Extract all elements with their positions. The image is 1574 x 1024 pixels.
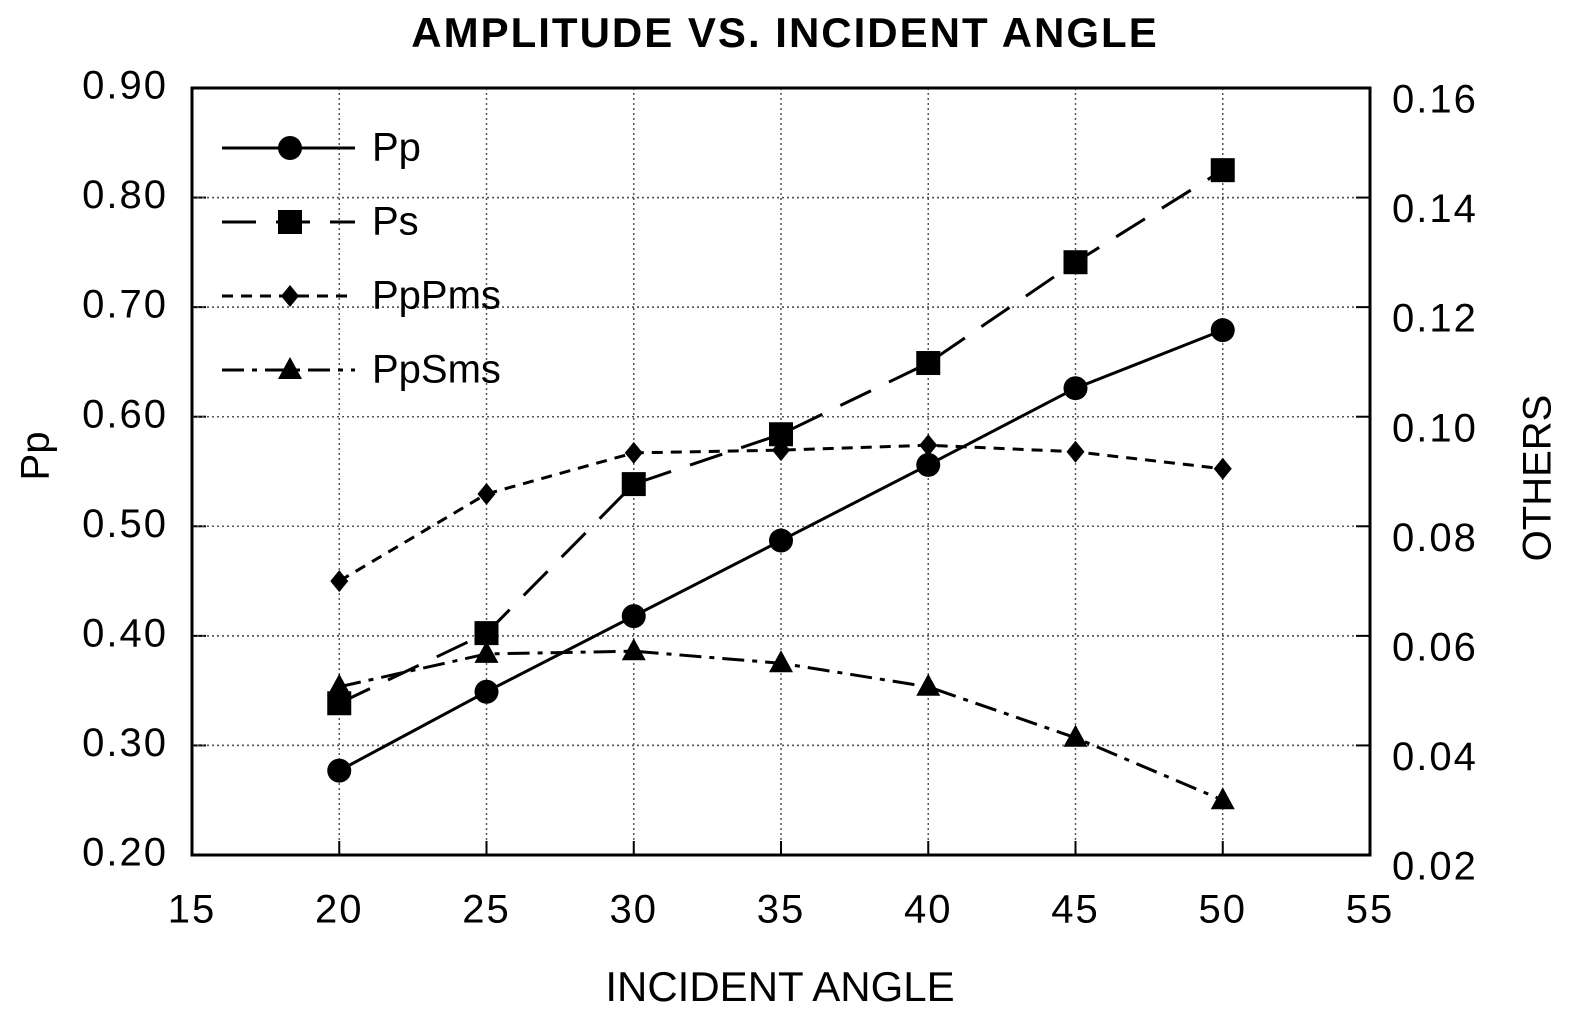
legend-marker — [281, 285, 299, 307]
data-point — [916, 673, 941, 696]
x-tick-label: 45 — [1051, 888, 1100, 932]
y2-axis-label: OTHERS — [1516, 395, 1560, 562]
y-tick-label: 0.90 — [82, 64, 168, 108]
y-tick-label: 0.80 — [82, 173, 168, 217]
data-point — [1063, 724, 1088, 747]
data-point — [919, 434, 938, 457]
y2-tick-label: 0.16 — [1392, 78, 1478, 122]
data-point — [474, 679, 499, 704]
y2-tick-label: 0.10 — [1392, 406, 1478, 450]
y2-tick-label: 0.02 — [1392, 845, 1478, 889]
legend-marker — [278, 357, 302, 379]
data-point — [327, 758, 352, 783]
x-tick-label: 35 — [757, 888, 806, 932]
data-point — [769, 528, 793, 553]
plot-frame — [190, 86, 1372, 857]
x-tick-label: 20 — [315, 888, 364, 932]
data-point — [1213, 457, 1232, 480]
data-point — [477, 482, 496, 505]
data-point — [1066, 440, 1085, 463]
data-point — [769, 650, 793, 673]
x-tick-label: 55 — [1346, 888, 1395, 932]
y2-tick-label: 0.08 — [1392, 516, 1478, 560]
data-point — [474, 640, 499, 663]
legend-label: PpPms — [372, 274, 501, 318]
data-point — [1210, 787, 1235, 810]
legend-marker — [278, 136, 302, 160]
y-tick-label: 0.50 — [82, 502, 168, 546]
y-tick-label: 0.70 — [82, 283, 168, 327]
x-tick-label: 50 — [1199, 888, 1248, 932]
y2-tick-label: 0.14 — [1392, 187, 1478, 231]
legend-label: PpSms — [372, 348, 501, 392]
data-point — [1210, 318, 1235, 343]
data-point — [772, 439, 790, 462]
data-point — [621, 638, 646, 661]
data-point — [327, 673, 352, 696]
y2-tick-label: 0.06 — [1392, 625, 1478, 669]
x-tick-label: 25 — [462, 888, 511, 932]
data-point — [624, 441, 643, 464]
y2-tick-label: 0.04 — [1392, 735, 1478, 779]
legend-marker — [278, 210, 302, 234]
legend-label: Ps — [372, 200, 419, 244]
data-point — [916, 351, 941, 376]
y-tick-label: 0.20 — [82, 831, 168, 875]
x-tick-label: 30 — [610, 888, 659, 932]
y-tick-label: 0.60 — [82, 392, 168, 436]
data-point — [1063, 250, 1088, 275]
data-point — [1210, 158, 1235, 183]
x-axis-label: INCIDENT ANGLE — [605, 963, 954, 1010]
y-axis-label: Pp — [14, 432, 58, 481]
y-tick-label: 0.40 — [82, 611, 168, 655]
data-point — [916, 452, 941, 477]
chart-title: AMPLITUDE VS. INCIDENT ANGLE — [411, 9, 1158, 56]
data-point — [621, 472, 646, 497]
x-tick-label: 40 — [904, 888, 953, 932]
x-tick-label: 15 — [168, 888, 217, 932]
legend-label: Pp — [372, 126, 421, 170]
data-point — [1063, 376, 1088, 401]
data-point — [621, 604, 646, 629]
y-tick-label: 0.30 — [82, 721, 168, 765]
y2-tick-label: 0.12 — [1392, 297, 1478, 341]
data-point — [330, 570, 349, 593]
